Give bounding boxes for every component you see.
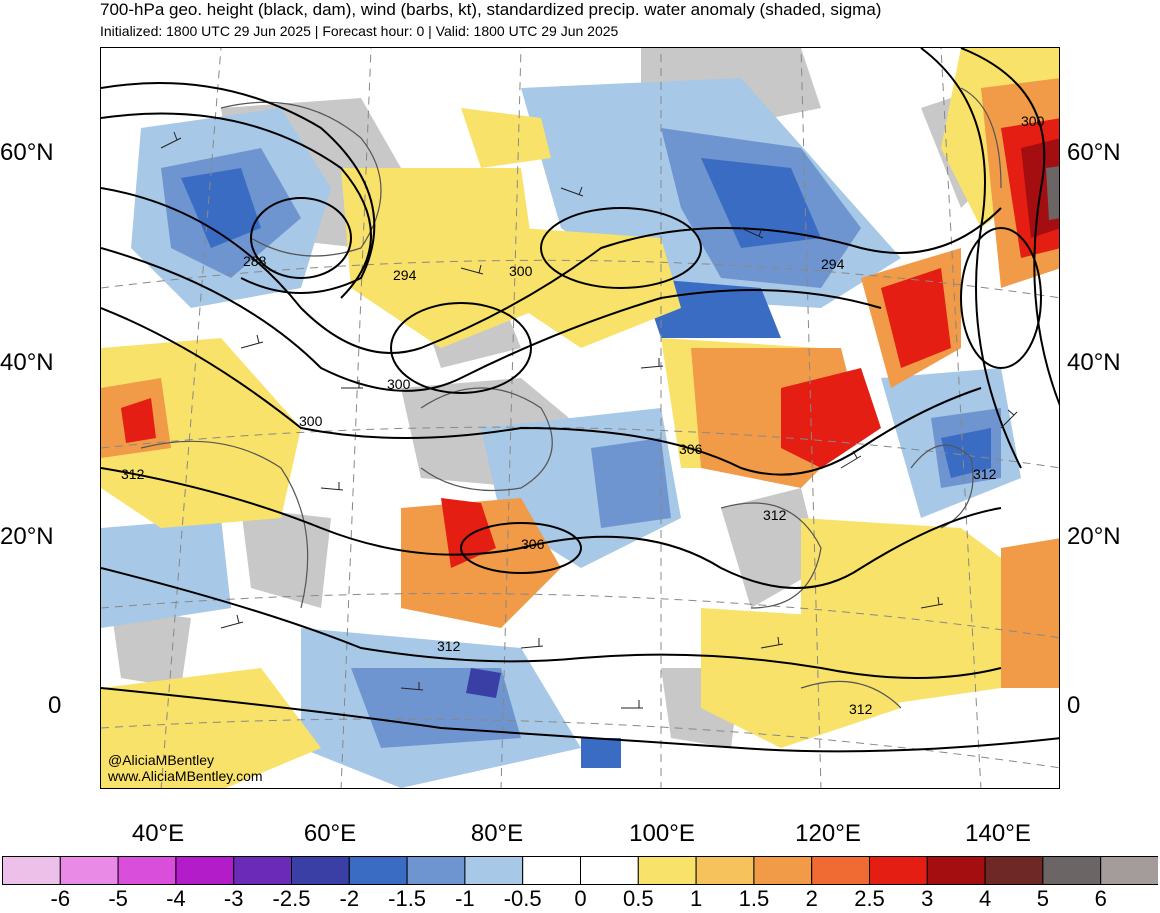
colorbar-swatch — [464, 856, 524, 885]
lat-label-40n-left: 40°N — [0, 349, 54, 376]
colorbar-swatch — [522, 856, 582, 885]
contour-label: 312 — [973, 466, 997, 482]
wind-barbs — [160, 131, 1018, 709]
lat-label-20n-right: 20°N — [1067, 523, 1121, 550]
colorbar-swatch — [695, 856, 755, 885]
lat-label-0-left: 0 — [48, 692, 62, 719]
lat-label-20n-left: 20°N — [0, 523, 54, 550]
contour-label: 294 — [821, 256, 845, 272]
lat-label-60n-right: 60°N — [1067, 139, 1121, 166]
contour-label: 300 — [509, 263, 533, 279]
contour-label: 288 — [243, 253, 267, 269]
colorbar-swatch — [811, 856, 871, 885]
colorbar-tick-label: -2 — [339, 886, 360, 911]
lon-label-100e: 100°E — [629, 820, 695, 847]
contour-label: 312 — [849, 701, 873, 717]
colorbar-swatch — [117, 856, 177, 885]
colorbar-tick-label: 5 — [1036, 886, 1050, 911]
colorbar-swatch — [1100, 856, 1158, 885]
lon-label-120e: 120°E — [795, 820, 861, 847]
contour-label: 300 — [1021, 113, 1045, 129]
colorbar-tick-label: -5 — [108, 886, 128, 911]
contour-label: 312 — [121, 466, 145, 482]
colorbar-tick-label: 4 — [978, 886, 992, 911]
contour-label: 300 — [299, 413, 323, 429]
lon-label-60e: 60°E — [303, 820, 357, 847]
credit-website: www.AliciaMBentley.com — [108, 768, 263, 784]
lon-label-140e: 140°E — [965, 820, 1031, 847]
colorbar-tick-label: -6 — [50, 886, 71, 911]
map-subtitle: Initialized: 1800 UTC 29 Jun 2025 | Fore… — [100, 23, 619, 39]
map-panel: 288 294 300 300 294 300 300 306 306 312 … — [100, 47, 1060, 789]
colorbar-swatch — [1042, 856, 1102, 885]
contour-label: 312 — [763, 507, 787, 523]
colorbar-swatch — [984, 856, 1044, 885]
map-canvas: 288 294 300 300 294 300 300 306 306 312 … — [101, 48, 1059, 788]
contour-label: 294 — [393, 267, 417, 283]
contour-label: 312 — [437, 638, 461, 654]
colorbar-tick-label: 1 — [689, 886, 703, 911]
colorbar-tick-label: 1.5 — [738, 886, 770, 911]
colorbar-tick-label: 6 — [1094, 886, 1107, 911]
height-contours — [101, 48, 1059, 753]
lat-label-40n-right: 40°N — [1067, 349, 1121, 376]
colorbar — [2, 856, 1158, 885]
lat-label-0-right: 0 — [1067, 692, 1081, 719]
colorbar-swatch — [233, 856, 292, 885]
colorbar-swatch — [175, 856, 235, 885]
contour-label: 300 — [387, 376, 411, 392]
lon-label-40e: 40°E — [131, 820, 185, 847]
colorbar-swatch — [59, 856, 119, 885]
anomaly-shading — [101, 48, 1059, 788]
colorbar-swatch — [869, 856, 928, 885]
graticule — [101, 48, 1059, 788]
colorbar-tick-label: 2.5 — [854, 886, 885, 911]
colorbar-swatch — [348, 856, 408, 885]
contour-label: 306 — [679, 441, 703, 457]
colorbar-swatch — [926, 856, 986, 885]
colorbar-swatch — [406, 856, 466, 885]
credit-handle: @AliciaMBentley — [108, 752, 215, 768]
colorbar-swatch — [580, 856, 639, 885]
colorbar-tick-label: 2 — [805, 886, 818, 911]
colorbar-tick-label: 3 — [921, 886, 934, 911]
contour-label: 306 — [521, 536, 545, 552]
colorbar-tick-label: -0.5 — [503, 886, 542, 911]
colorbar-tick-label: 0 — [574, 886, 587, 911]
colorbar-swatch — [291, 856, 350, 885]
colorbar-tick-label: -2.5 — [272, 886, 311, 911]
lat-label-60n-left: 60°N — [0, 139, 54, 166]
coastlines — [140, 87, 1002, 709]
colorbar-tick-label: -3 — [223, 886, 244, 911]
lon-label-80e: 80°E — [470, 820, 524, 847]
colorbar-tick-label: -1.5 — [388, 886, 427, 911]
colorbar-swatch — [753, 856, 813, 885]
colorbar-swatch — [2, 856, 61, 885]
colorbar-tick-label: -1 — [455, 886, 475, 911]
colorbar-tick-label: -4 — [166, 886, 186, 911]
colorbar-swatch — [637, 856, 697, 885]
map-title: 700-hPa geo. height (black, dam), wind (… — [100, 0, 882, 19]
colorbar-tick-label: 0.5 — [623, 886, 654, 911]
